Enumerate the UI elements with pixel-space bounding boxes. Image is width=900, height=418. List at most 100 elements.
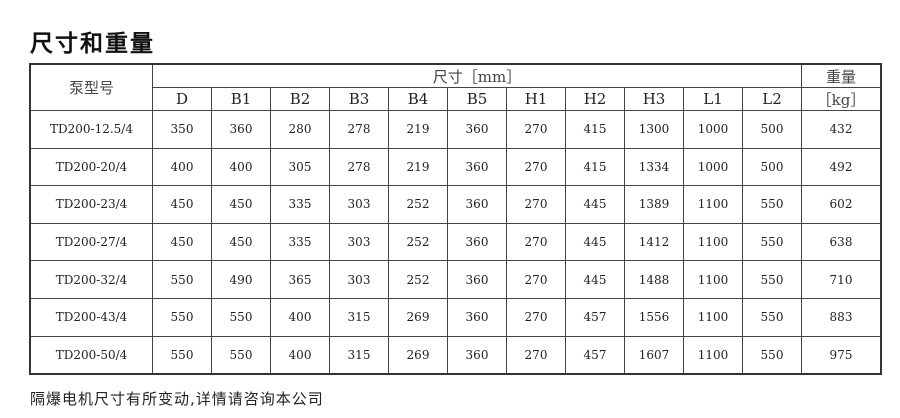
table-row: TD200-20/4 400 400 305 278 219 360 270 415 1334 10…: [29, 147, 882, 187]
table-row: TD200-12.5/4 350 360 280 278 219 360 270 415 1300…: [29, 110, 882, 149]
dimension-cell: 365: [270, 260, 330, 299]
dimension-cell: 280: [270, 110, 330, 149]
dimension-cell: 219: [388, 147, 448, 187]
dimension-cell: 1389: [624, 185, 684, 224]
column-header-b4: B4: [388, 87, 448, 111]
model-cell: TD200-27/4: [29, 222, 153, 262]
dimension-cell: 445: [565, 185, 625, 224]
dimension-cell: 360: [447, 335, 507, 375]
dimension-cell: 400: [270, 335, 330, 375]
table-row: TD200-43/4 550 550 400 315 269 360 270 457 1556 11…: [29, 297, 882, 337]
model-cell: TD200-20/4: [29, 147, 153, 187]
dimension-cell: 445: [565, 260, 625, 299]
dimension-cell: 360: [447, 110, 507, 149]
dimension-cell: 400: [152, 147, 212, 187]
dimension-cell: 360: [447, 260, 507, 299]
dimension-cell: 315: [329, 297, 389, 337]
column-header-h3: H3: [624, 87, 684, 111]
dimension-cell: 252: [388, 222, 448, 262]
model-cell: TD200-12.5/4: [29, 110, 153, 149]
dimension-cell: 270: [506, 147, 566, 187]
weight-cell: 432: [801, 110, 882, 149]
column-header-h2: H2: [565, 87, 625, 111]
weight-cell: 638: [801, 222, 882, 262]
dimension-cell: 1412: [624, 222, 684, 262]
dimension-cell: 270: [506, 297, 566, 337]
dimension-cell: 1607: [624, 335, 684, 375]
column-header-h1: H1: [506, 87, 566, 111]
dimension-cell: 270: [506, 335, 566, 375]
dimension-cell: 303: [329, 260, 389, 299]
dimension-cell: 270: [506, 260, 566, 299]
dimension-cell: 303: [329, 222, 389, 262]
dimension-cell: 500: [742, 147, 802, 187]
weight-header: 重量: [801, 63, 882, 88]
dimension-cell: 335: [270, 185, 330, 224]
dimension-cell: 303: [329, 185, 389, 224]
dimension-cell: 490: [211, 260, 271, 299]
dimension-cell: 445: [565, 222, 625, 262]
dimension-cell: 1488: [624, 260, 684, 299]
dimension-cell: 415: [565, 147, 625, 187]
dimension-cell: 1000: [683, 110, 743, 149]
dimension-cell: 360: [447, 185, 507, 224]
dimension-cell: 550: [742, 222, 802, 262]
dimension-cell: 500: [742, 110, 802, 149]
model-cell: TD200-43/4: [29, 297, 153, 337]
dimension-cell: 550: [152, 297, 212, 337]
table-row: TD200-23/4 450 450 335 303 252 360 270 445 1389 11…: [29, 185, 882, 224]
dimension-cell: 270: [506, 185, 566, 224]
dimension-cell: 550: [152, 260, 212, 299]
dimension-cell: 335: [270, 222, 330, 262]
dimension-cell: 315: [329, 335, 389, 375]
dimension-cell: 1100: [683, 222, 743, 262]
dimension-cell: 360: [211, 110, 271, 149]
dimension-cell: 1100: [683, 260, 743, 299]
dimension-cell: 400: [211, 147, 271, 187]
dimension-cell: 1300: [624, 110, 684, 149]
weight-cell: 602: [801, 185, 882, 224]
column-header-b3: B3: [329, 87, 389, 111]
dimensions-header: 尺寸［mm］: [152, 63, 802, 88]
dimension-cell: 550: [211, 297, 271, 337]
dimension-cell: 1556: [624, 297, 684, 337]
weight-cell: 710: [801, 260, 882, 299]
column-header-b5: B5: [447, 87, 507, 111]
dimension-cell: 252: [388, 185, 448, 224]
dimension-cell: 457: [565, 335, 625, 375]
dimension-cell: 270: [506, 222, 566, 262]
dimension-cell: 550: [742, 185, 802, 224]
dimension-cell: 400: [270, 297, 330, 337]
dimension-cell: 360: [447, 297, 507, 337]
dimension-cell: 550: [742, 335, 802, 375]
dimension-cell: 360: [447, 147, 507, 187]
model-cell: TD200-50/4: [29, 335, 153, 375]
dimension-cell: 450: [211, 185, 271, 224]
dimension-cell: 350: [152, 110, 212, 149]
column-header-b1: B1: [211, 87, 271, 111]
table-row: TD200-32/4 550 490 365 303 252 360 270 445 1488 11…: [29, 260, 882, 299]
dimension-cell: 278: [329, 110, 389, 149]
dimension-cell: 457: [565, 297, 625, 337]
model-cell: TD200-23/4: [29, 185, 153, 224]
dimension-cell: 270: [506, 110, 566, 149]
column-header-b2: B2: [270, 87, 330, 111]
column-header-l2: L2: [742, 87, 802, 111]
column-header-l1: L1: [683, 87, 743, 111]
dimension-cell: 415: [565, 110, 625, 149]
dimension-cell: 1100: [683, 297, 743, 337]
dimension-cell: 269: [388, 297, 448, 337]
dimension-cell: 550: [742, 297, 802, 337]
weight-cell: 492: [801, 147, 882, 187]
weight-unit-header: ［kg］: [801, 87, 882, 111]
table-row: TD200-50/4 550 550 400 315 269 360 270 457 1607 11…: [29, 335, 882, 375]
dimension-cell: 360: [447, 222, 507, 262]
model-header: 泵型号: [29, 63, 153, 111]
weight-cell: 975: [801, 335, 882, 375]
dimension-cell: 450: [152, 185, 212, 224]
weight-cell: 883: [801, 297, 882, 337]
dimension-cell: 1100: [683, 335, 743, 375]
dimension-cell: 450: [152, 222, 212, 262]
dimension-cell: 252: [388, 260, 448, 299]
dimension-cell: 269: [388, 335, 448, 375]
